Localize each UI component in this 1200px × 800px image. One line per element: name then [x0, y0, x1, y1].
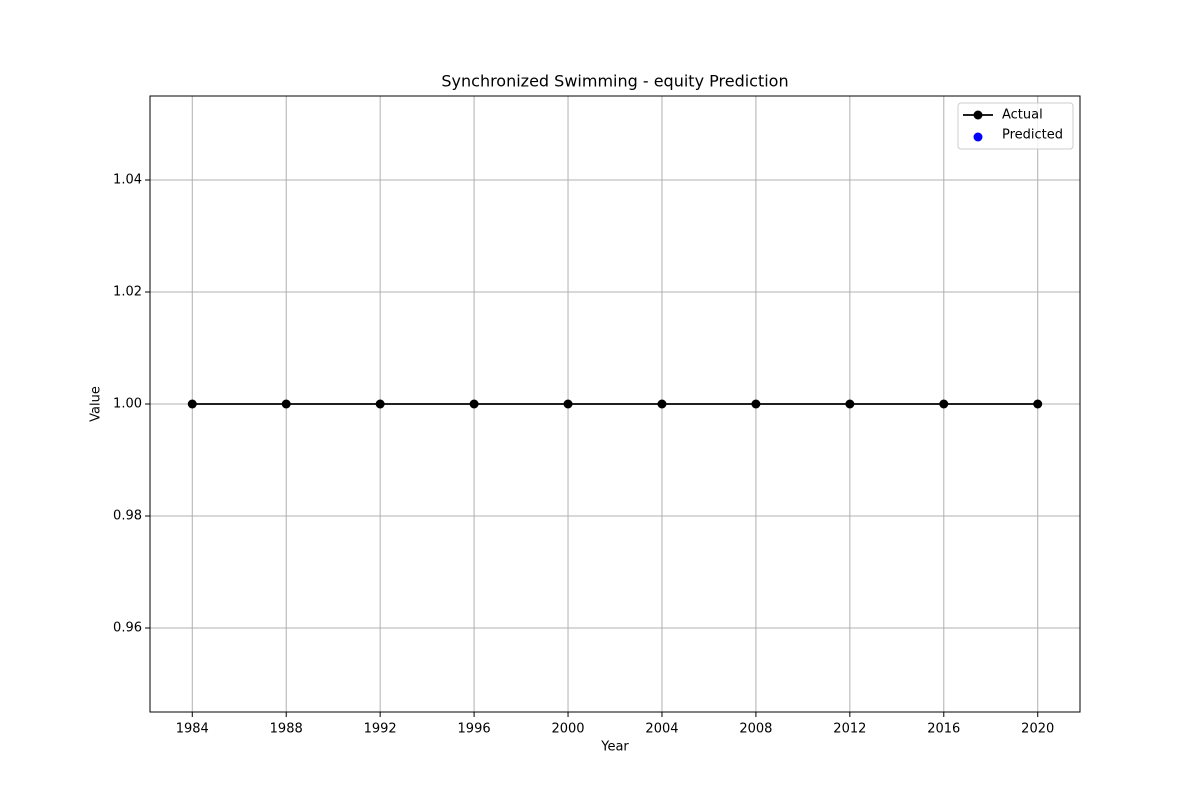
x-tick-label: 2000: [551, 722, 584, 737]
chart-title: Synchronized Swimming - equity Predictio…: [441, 72, 788, 91]
data-point: [657, 399, 667, 409]
y-tick-label: 0.98: [113, 509, 142, 524]
y-tick-label: 1.04: [113, 173, 142, 188]
x-tick-label: 1996: [458, 722, 491, 737]
legend-marker: [973, 110, 983, 120]
y-tick-label: 1.00: [113, 397, 142, 412]
plot-frame: [149, 95, 1081, 713]
x-tick-label: 2008: [739, 722, 772, 737]
x-tick-label: 1988: [270, 722, 303, 737]
data-point: [939, 399, 949, 409]
x-tick-label: 2020: [1021, 722, 1054, 737]
data-point: [469, 399, 479, 409]
x-tick-label: 1992: [364, 722, 397, 737]
x-axis-label: Year: [600, 740, 629, 755]
x-tick-label: 2004: [645, 722, 678, 737]
legend-marker: [973, 132, 983, 142]
y-tick-label: 0.96: [113, 621, 142, 636]
y-tick-label: 1.02: [113, 285, 142, 300]
data-point: [375, 399, 385, 409]
data-point: [1033, 399, 1043, 409]
x-tick-label: 2016: [927, 722, 960, 737]
legend-label: Predicted: [1002, 128, 1063, 143]
data-point: [281, 399, 291, 409]
x-tick-label: 2012: [833, 722, 866, 737]
x-tick-label: 1984: [176, 722, 209, 737]
legend-label: Actual: [1002, 108, 1043, 123]
data-point: [563, 399, 573, 409]
data-point: [751, 399, 761, 409]
data-point: [845, 399, 855, 409]
data-point: [187, 399, 197, 409]
y-axis-label: Value: [89, 386, 104, 422]
